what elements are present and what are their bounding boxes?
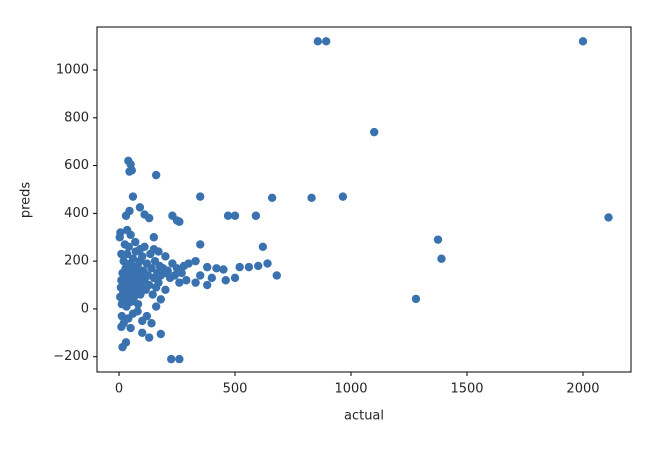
point	[156, 329, 165, 339]
point	[267, 193, 277, 203]
x-tick-label: 2000	[566, 382, 599, 397]
point	[161, 252, 170, 261]
y-tick-label: −200	[53, 349, 89, 364]
point	[170, 271, 179, 280]
point	[128, 254, 138, 263]
point	[140, 242, 149, 252]
point	[604, 213, 613, 222]
point	[161, 285, 170, 295]
point	[307, 193, 316, 203]
point	[142, 311, 152, 321]
point	[338, 192, 348, 201]
point	[223, 211, 233, 220]
point	[149, 233, 159, 242]
point	[191, 256, 200, 266]
point	[120, 240, 130, 249]
y-tick-label: 600	[64, 158, 89, 173]
point	[272, 271, 281, 280]
point	[154, 278, 163, 287]
point	[230, 211, 240, 220]
y-tick-label: 1000	[56, 63, 89, 78]
point	[254, 261, 263, 271]
point	[244, 262, 254, 272]
point	[144, 333, 154, 342]
x-tick-label: 1500	[450, 382, 483, 397]
point	[117, 311, 127, 321]
point	[128, 192, 138, 201]
point	[125, 206, 134, 216]
y-tick-label: 400	[64, 206, 89, 221]
point	[131, 237, 140, 247]
point	[196, 240, 205, 249]
point	[207, 273, 217, 283]
point	[177, 268, 186, 278]
point	[126, 323, 135, 333]
point	[175, 278, 184, 287]
point	[221, 276, 230, 285]
point	[151, 302, 161, 311]
point	[138, 252, 147, 261]
plot-frame	[96, 26, 632, 373]
point	[263, 259, 272, 268]
y-axis-label: preds	[19, 182, 34, 219]
point	[313, 37, 323, 46]
point	[578, 37, 588, 46]
point	[182, 276, 191, 285]
x-tick-label: 500	[223, 382, 248, 397]
point	[212, 264, 221, 273]
point	[133, 299, 143, 309]
x-axis-label: actual	[344, 409, 384, 424]
point	[219, 265, 228, 274]
point	[144, 213, 154, 223]
point	[119, 256, 128, 266]
point	[138, 328, 147, 338]
point	[126, 230, 135, 240]
point	[147, 264, 156, 273]
point	[175, 354, 184, 364]
point	[202, 262, 212, 272]
point	[179, 261, 189, 271]
point	[370, 127, 379, 137]
y-tick-label: 200	[64, 254, 89, 269]
y-tick-label: 800	[64, 110, 89, 125]
point	[196, 271, 205, 280]
point	[163, 266, 172, 275]
point	[321, 37, 331, 46]
point	[202, 280, 212, 290]
point	[156, 295, 165, 304]
point	[125, 167, 134, 176]
point	[411, 294, 421, 304]
point	[235, 262, 244, 272]
point	[230, 273, 240, 283]
x-tick-label: 0	[115, 382, 123, 397]
point	[196, 192, 205, 201]
point	[175, 217, 184, 226]
point	[167, 354, 176, 364]
point	[117, 249, 126, 259]
point	[116, 228, 125, 237]
point	[433, 235, 443, 244]
point	[154, 247, 163, 256]
point	[191, 278, 200, 287]
point	[122, 249, 132, 259]
point	[148, 290, 157, 299]
point	[151, 170, 161, 180]
point	[258, 242, 268, 252]
point	[136, 290, 145, 299]
point	[133, 307, 142, 316]
y-tick-label: 0	[81, 301, 89, 316]
point	[437, 254, 446, 263]
point	[135, 203, 145, 212]
point	[144, 280, 154, 290]
point	[251, 211, 261, 220]
point	[121, 338, 131, 347]
x-tick-label: 1000	[334, 382, 367, 397]
point	[147, 319, 156, 328]
